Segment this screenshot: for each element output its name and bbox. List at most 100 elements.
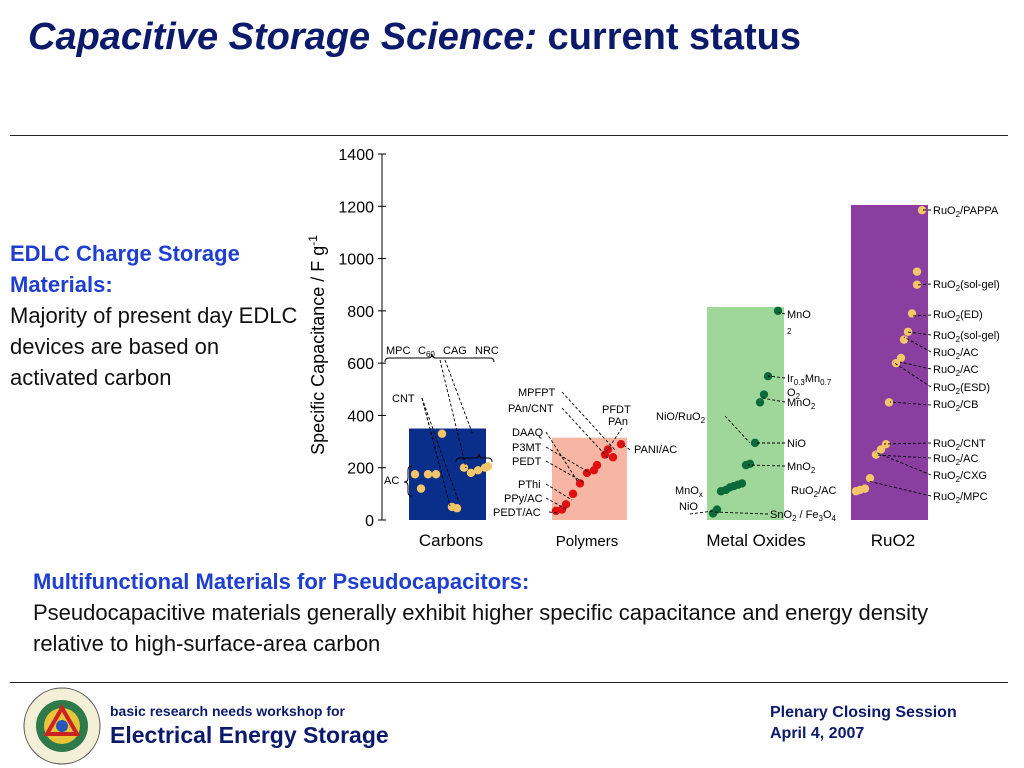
- data-point: [750, 438, 760, 448]
- label-pfdt: PFDT: [602, 404, 631, 416]
- brace-carbon: [384, 353, 495, 363]
- label-ruo2-cnt: RuO2/CNT: [933, 438, 986, 452]
- bottom-divider: [10, 682, 1008, 683]
- label-cag: CAG: [443, 345, 467, 357]
- data-point: [592, 460, 602, 470]
- label-ruo2-ed: RuO2(ED): [933, 309, 983, 323]
- data-point: [582, 468, 592, 478]
- data-point: [876, 445, 886, 454]
- category-label: Carbons: [419, 531, 483, 550]
- data-point: [912, 280, 922, 289]
- data-point: [865, 473, 875, 483]
- brace-ac: [403, 465, 413, 497]
- label-ruo2-ac-ox: RuO2/AC: [791, 485, 836, 499]
- data-point: [616, 439, 626, 449]
- data-point: [459, 463, 469, 472]
- data-point: [737, 479, 747, 488]
- label-ruo2-mpc: RuO2/MPC: [933, 491, 988, 505]
- label-mno2-c: MnO2: [787, 461, 816, 475]
- label-cnt: CNT: [392, 393, 415, 405]
- footer-line1: basic research needs workshop for: [110, 703, 345, 719]
- data-point: [437, 429, 447, 438]
- pseudocap-text: Multifunctional Materials for Pseudocapa…: [33, 566, 993, 659]
- label-ruo2-esd: RuO2(ESD): [933, 382, 990, 396]
- data-point: [608, 453, 618, 462]
- bes-logo: [23, 687, 101, 765]
- label-nio-a: NiO: [787, 438, 806, 450]
- label-ruo2-ac-c: RuO2/AC: [933, 453, 978, 467]
- data-point: [907, 309, 917, 318]
- y-tick-label: 600: [347, 356, 374, 373]
- pseudocap-heading: Multifunctional Materials for Pseudocapa…: [33, 569, 530, 594]
- y-tick-label: 0: [365, 513, 374, 530]
- label-nio-ruo2: NiO/RuO2: [656, 411, 706, 425]
- data-point: [773, 306, 783, 316]
- data-point: [917, 206, 927, 215]
- y-tick-label: 400: [347, 408, 374, 425]
- edlc-text: EDLC Charge Storage Materials: Majority …: [10, 238, 305, 393]
- y-tick-label: 200: [347, 461, 374, 478]
- data-point: [759, 390, 769, 399]
- category-label: RuO2: [871, 531, 915, 550]
- label-ruo2-solgel-a: RuO2(sol-gel): [933, 279, 1000, 293]
- data-point: [903, 327, 913, 336]
- data-point: [561, 500, 571, 509]
- data-point: [416, 484, 426, 493]
- label-ac: AC: [384, 475, 399, 487]
- data-point: [896, 353, 906, 363]
- data-point: [483, 462, 493, 471]
- footer-line2: Electrical Energy Storage: [110, 722, 389, 748]
- data-point: [452, 504, 462, 513]
- footer-session-name: Plenary Closing Session: [770, 704, 957, 721]
- data-point: [466, 468, 476, 478]
- data-point: [755, 398, 765, 407]
- label-pedt-ac: PEDT/AC: [493, 507, 541, 519]
- label-ruo2-ac-a: RuO2/AC: [933, 347, 978, 361]
- edlc-heading: EDLC Charge Storage Materials:: [10, 241, 240, 297]
- data-point: [884, 398, 894, 407]
- y-axis-label: Specific Capacitance / F g-1: [306, 235, 328, 455]
- y-tick-label: 1000: [338, 252, 374, 269]
- label-ruo2-cb: RuO2/CB: [933, 399, 978, 413]
- label-p3mt: P3MT: [512, 442, 542, 454]
- label-ppy-ac: PPy/AC: [504, 493, 543, 505]
- y-tick-label: 1200: [338, 199, 374, 216]
- label-ruo2-pappa: RuO2/PAPPA: [933, 205, 999, 219]
- data-point: [410, 470, 420, 479]
- data-point: [473, 466, 483, 475]
- label-ruo2-ac-b: RuO2/AC: [933, 364, 978, 378]
- label-mno2-a-sub: 2: [787, 327, 792, 336]
- footer-session: Plenary Closing Session April 4, 2007: [770, 702, 957, 744]
- label-pedt: PEDT: [512, 456, 542, 468]
- label-sno2: SnO2 / Fe3O4: [770, 509, 837, 523]
- label-mno2-a: MnO: [787, 309, 811, 321]
- label-ruo2-cxg: RuO2/CXG: [933, 470, 987, 484]
- slide-title-rest: current status: [537, 16, 801, 58]
- pseudocap-body: Pseudocapacitive materials generally exh…: [33, 600, 929, 656]
- slide-title-italic: Capacitive Storage Science:: [28, 16, 537, 58]
- y-tick-label: 1400: [338, 147, 374, 164]
- data-point: [568, 489, 578, 499]
- label-daaq: DAAQ: [512, 427, 544, 439]
- label-mpc: MPC: [386, 345, 411, 357]
- label-irmno2: Ir0.3Mn0.7: [787, 373, 832, 387]
- data-point: [860, 484, 870, 493]
- data-point: [871, 450, 881, 459]
- label-pani-ac: PANI/AC: [634, 444, 677, 456]
- label-ruo2-solgel-b: RuO2(sol-gel): [933, 330, 1000, 344]
- slide-title: Capacitive Storage Science: current stat…: [28, 14, 888, 60]
- data-point: [745, 459, 755, 468]
- data-point: [423, 470, 433, 479]
- label-nio-b: NiO: [679, 501, 698, 513]
- data-point: [912, 267, 922, 276]
- label-nrc: NRC: [475, 345, 499, 357]
- label-pthi: PThi: [518, 479, 541, 491]
- label-mnox: MnOx: [675, 485, 703, 499]
- data-point: [891, 358, 901, 368]
- label-mpfpt: MPFPT: [518, 387, 556, 399]
- data-point: [712, 505, 722, 514]
- y-tick-label: 800: [347, 304, 374, 321]
- footer-date: April 4, 2007: [770, 725, 865, 742]
- top-divider: [10, 135, 1008, 136]
- data-point: [899, 335, 909, 344]
